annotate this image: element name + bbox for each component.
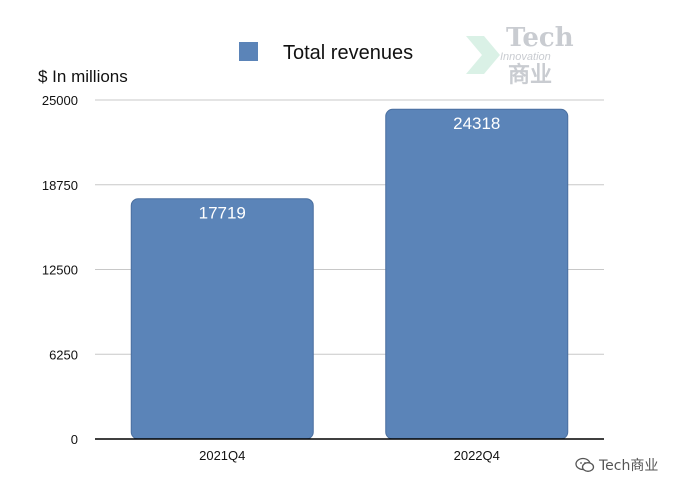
legend: Total revenues (239, 42, 413, 64)
bars: 17719 24318 (130, 108, 569, 440)
y-tick-label: 25000 (42, 93, 78, 108)
x-category-label: 2022Q4 (454, 448, 500, 463)
chevron-arrow-icon (466, 36, 500, 74)
wechat-account-name: Tech商业 (599, 458, 659, 474)
data-label-2022Q4: 24318 (453, 114, 500, 133)
y-axis-ticks: 0 6250 12500 18750 25000 (42, 93, 78, 447)
y-tick-label: 18750 (42, 178, 78, 193)
wechat-account: Tech商业 (575, 455, 658, 475)
bar-2021Q4 (130, 198, 314, 440)
watermark-brand-en: Tech (506, 23, 574, 53)
y-tick-label: 12500 (42, 263, 78, 278)
watermark-brand-cn: 商业 (508, 62, 552, 88)
y-axis-unit-label: $ In millions (38, 67, 128, 86)
data-label-2021Q4: 17719 (199, 204, 246, 223)
legend-label: Total revenues (283, 42, 413, 64)
bar-2022Q4 (385, 108, 569, 440)
x-category-label: 2021Q4 (199, 448, 245, 463)
x-axis-categories: 2021Q4 2022Q4 (199, 448, 500, 463)
watermark-brand-sub: Innovation (500, 51, 551, 63)
y-tick-label: 6250 (49, 347, 78, 362)
watermark-logo: Tech Innovation 商业 (466, 23, 574, 88)
legend-swatch (239, 42, 258, 61)
wechat-icon (575, 457, 595, 472)
y-tick-label: 0 (71, 432, 78, 447)
